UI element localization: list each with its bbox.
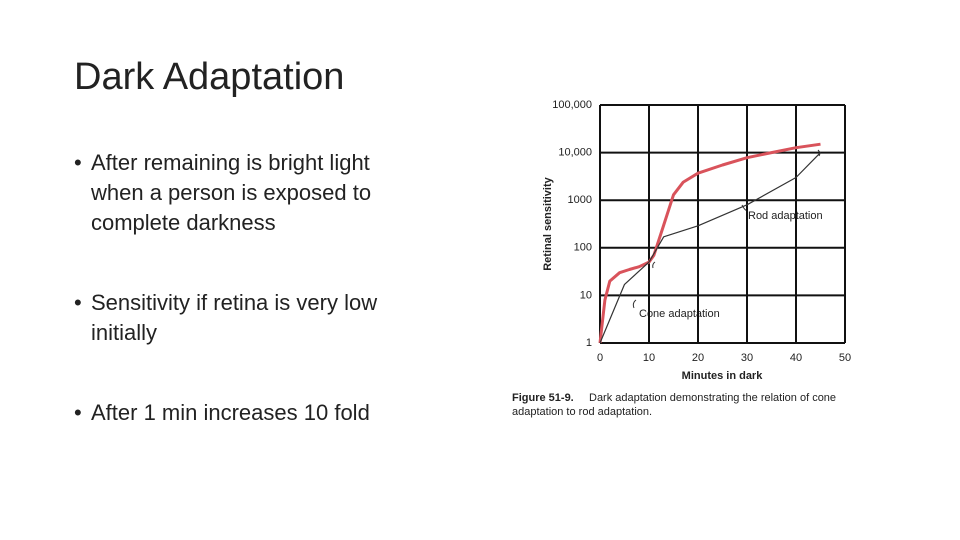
bullet: After remaining is bright light when a p…: [74, 148, 424, 238]
bracket: [632, 261, 656, 309]
y-tick-label: 1: [586, 337, 592, 349]
y-tick-label: 10: [580, 289, 592, 301]
x-tick-label: 20: [692, 352, 704, 364]
x-axis-label: Minutes in dark: [682, 370, 764, 382]
data-line: [599, 152, 821, 344]
data-line: [598, 142, 821, 344]
x-tick-label: 30: [741, 352, 753, 364]
caption-label: Figure 51-9.: [512, 392, 574, 404]
bullet: After 1 min increases 10 fold: [74, 398, 424, 428]
caption-text: Dark adaptation demonstrating the relati…: [589, 392, 836, 404]
x-tick-label: 50: [839, 352, 851, 364]
slide-title: Dark Adaptation: [74, 56, 345, 98]
y-tick-label: 100: [574, 242, 592, 254]
y-axis-label: Retinal sensitivity: [542, 176, 554, 270]
bracket: [741, 149, 821, 212]
y-tick-label: 1000: [568, 194, 592, 206]
x-tick-label: 40: [790, 352, 802, 364]
x-tick-label: 0: [597, 352, 603, 364]
caption-text: adaptation to rod adaptation.: [512, 406, 652, 418]
bullet-list: After remaining is bright light when a p…: [74, 148, 424, 428]
y-tick-label: 100,000: [552, 99, 592, 111]
annotation: Cone adaptation: [639, 308, 720, 320]
annotation: Rod adaptation: [748, 210, 823, 222]
y-tick-label: 10,000: [558, 147, 592, 159]
bullet: Sensitivity if retina is very low initia…: [74, 288, 424, 348]
x-tick-label: 10: [643, 352, 655, 364]
